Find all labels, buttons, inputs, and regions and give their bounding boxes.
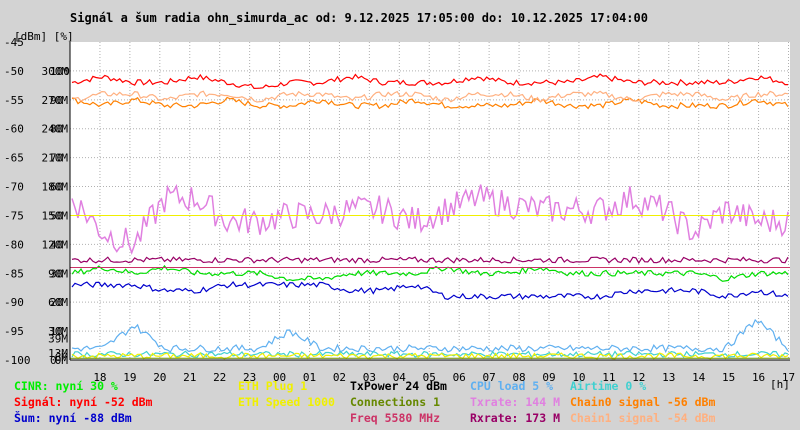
y-tick-rate: 300M: [42, 65, 69, 78]
x-tick-label: 12: [632, 371, 645, 384]
y-tick-small-rate: 39M: [48, 333, 68, 346]
y-tick-percent: 50: [50, 209, 63, 222]
x-tick-label: 16: [752, 371, 765, 384]
x-tick-label: 15: [722, 371, 735, 384]
x-tick-label: 02: [333, 371, 346, 384]
y-tick-small-rate: 13M: [48, 347, 68, 360]
y-tick-percent: 90: [50, 94, 63, 107]
y-tick-percent: 30: [50, 267, 63, 280]
y-tick-percent: 0: [50, 354, 57, 367]
x-tick-label: 19: [123, 371, 136, 384]
legend: CINR: nyní 30 % Signál: nyní -52 dBmŠum: …: [14, 379, 715, 425]
y-tick-dbm: -60: [4, 123, 24, 136]
series-line: [71, 352, 789, 360]
y-tick-rate: 120M: [42, 238, 69, 251]
y-tick-rate: 210M: [42, 152, 69, 165]
x-tick-label: 00: [273, 371, 286, 384]
y-tick-rate: 90M: [48, 267, 68, 280]
x-tick-labels: 18 19 20 21 22 23 00 01 02 03 04 05 06 07 08 09 10 11 12 13…: [93, 371, 795, 384]
legend-entry: Connections 1: [350, 395, 440, 409]
x-unit-label: [h]: [770, 378, 790, 391]
y-tick-rate: 270M: [42, 94, 69, 107]
chart-title: Signál a šum radia ohn_simurda_ac od: 9.…: [70, 11, 648, 26]
series-line: [71, 256, 789, 265]
legend-entry: ETH Plug 1: [238, 379, 307, 393]
legend-entry: CPU load 5 %: [470, 379, 553, 393]
x-tick-label: 21: [183, 371, 196, 384]
plot-area: [70, 42, 790, 360]
y-tick-dbm: -45: [4, 36, 24, 49]
series-line: [71, 73, 788, 90]
legend-entry: Rxrate: 173 M: [470, 411, 560, 425]
y-tick-dbm: -80: [4, 238, 24, 251]
legend-entry: Chain1 signal -54 dBm: [570, 411, 715, 425]
series-layer: [70, 73, 790, 360]
y-tick-percent: 40: [50, 238, 63, 251]
legend-entry: CINR: nyní 30 %: [14, 379, 118, 393]
legend-entry: Airtime 0 %: [570, 379, 646, 393]
y-tick-dbm: -85: [4, 267, 24, 280]
x-tick-label: 14: [692, 371, 706, 384]
y-tick-dbm: -70: [4, 181, 24, 194]
x-tick-label: 07: [483, 371, 496, 384]
y-tick-dbm: -50: [4, 65, 24, 78]
y-tick-rate: 150M: [42, 209, 69, 222]
y-tick-percent: 80: [50, 123, 63, 136]
x-tick-label: 10: [572, 371, 585, 384]
x-tick-label: 06: [453, 371, 466, 384]
legend-entry: Txrate: 144 M: [470, 395, 560, 409]
y-tick-percent: 70: [50, 152, 63, 165]
x-tick-label: 17: [782, 371, 795, 384]
y-tick-percent: 60: [50, 181, 63, 194]
y-tick-dbm: -75: [4, 209, 24, 222]
legend-entry: Signál: nyní -52 dBm: [14, 395, 153, 409]
x-tick-label: 08: [512, 371, 525, 384]
y-tick-rate: 0M: [55, 354, 69, 367]
legend-entry: ETH Speed 1000: [238, 395, 335, 409]
y-tick-rate: 30M: [48, 325, 68, 338]
x-tick-label: 13: [662, 371, 675, 384]
y-tick-dbm: -95: [4, 325, 24, 338]
x-tick-label: 04: [393, 371, 407, 384]
y-tick-dbm: -90: [4, 296, 24, 309]
x-tick-label: 01: [303, 371, 316, 384]
y-tick-percent: 100: [50, 65, 70, 78]
series-line: [71, 318, 789, 354]
x-tick-label: 18: [93, 371, 106, 384]
y-axis-label: [dBm] [%]: [14, 30, 74, 43]
y-tick-rate: 180M: [42, 181, 69, 194]
y-tick-percent: 20: [50, 296, 63, 309]
series-line: [71, 281, 789, 301]
series-line: [71, 90, 789, 103]
y-tick-percent: 10: [50, 325, 63, 338]
y-tick-dbm: -55: [4, 94, 24, 107]
x-tick-label: 03: [363, 371, 376, 384]
x-tick-label: 23: [243, 371, 256, 384]
x-tick-label: 05: [423, 371, 436, 384]
y-tick-rate: 240M: [42, 123, 69, 136]
x-tick-label: 20: [153, 371, 166, 384]
x-tick-label: 09: [542, 371, 555, 384]
y-tick-dbm: -100: [4, 354, 31, 367]
legend-entry: Freq 5580 MHz: [350, 411, 440, 425]
legend-entry: Šum: nyní -88 dBm: [14, 410, 132, 425]
y-tick-dbm: -65: [4, 152, 24, 165]
x-tick-label: 22: [213, 371, 226, 384]
x-tick-label: 11: [602, 371, 615, 384]
y-tick-small-rate: 6M: [55, 351, 69, 364]
series-line: [71, 96, 789, 110]
y-tick-rate: 60M: [48, 296, 68, 309]
legend-entry: TxPower 24 dBm: [350, 379, 447, 393]
legend-entry: Chain0 signal -56 dBm: [570, 395, 715, 409]
